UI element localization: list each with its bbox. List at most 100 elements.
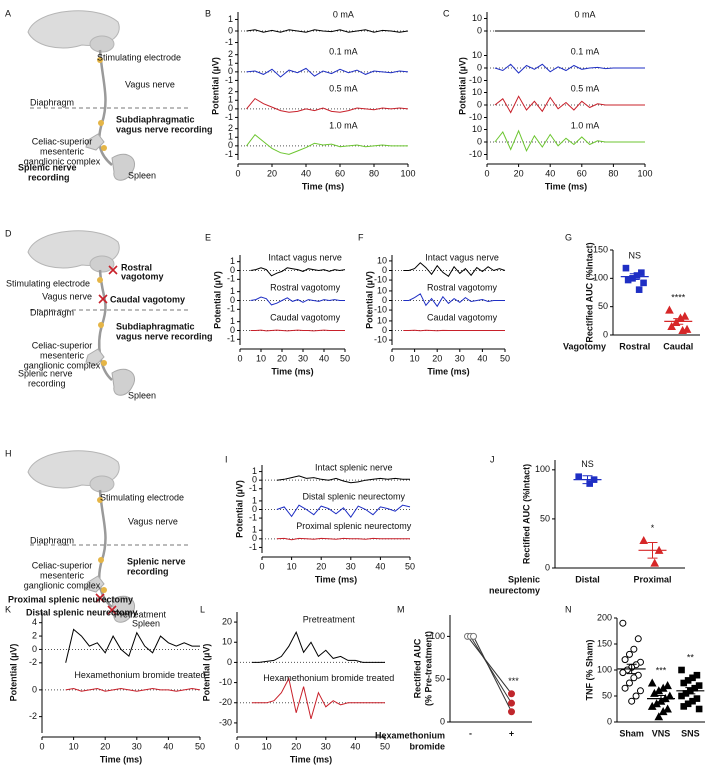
trace — [250, 267, 346, 277]
illustration-label: Splenic nerve — [18, 162, 77, 172]
y-axis-title: Rectified AUC — [412, 638, 422, 698]
trace-label: 1.0 mA — [571, 120, 600, 130]
x-tick-label: 20 — [291, 741, 301, 751]
y-tick-label: 0 — [228, 103, 233, 113]
pair-line — [473, 636, 512, 712]
y-tick-label: -10 — [374, 334, 387, 344]
y-tick-label: 0 — [603, 329, 608, 339]
point — [663, 704, 672, 713]
trace — [276, 504, 411, 519]
illustration-label: ganglionic complex — [24, 580, 101, 590]
x-tick-label: 30 — [455, 353, 465, 363]
cut-mark — [107, 605, 117, 615]
panel-label: I — [225, 454, 228, 464]
y-tick-label: 1 — [230, 286, 235, 296]
illustration-label: Celiac-superior — [32, 136, 93, 146]
y-tick-label: 0 — [477, 25, 482, 35]
y-tick-label: 1 — [230, 316, 235, 326]
trace-label: 0.1 mA — [329, 46, 358, 56]
x-tick-label: 0 — [237, 353, 242, 363]
error-bar — [647, 541, 658, 559]
point — [575, 473, 583, 480]
panel-label: F — [358, 232, 364, 242]
trace — [494, 95, 645, 114]
point — [639, 535, 649, 545]
x-tick-label: 40 — [319, 353, 329, 363]
point — [650, 558, 660, 567]
y-tick-label: 1 — [230, 256, 235, 266]
y-tick-label: 0 — [230, 325, 235, 335]
y-axis-title: Potential (µV) — [457, 57, 467, 115]
ganglion — [85, 133, 105, 151]
point — [634, 635, 642, 643]
y-tick-label: 1 — [228, 132, 233, 142]
illustration-label: Spleen — [128, 170, 156, 180]
point — [621, 684, 629, 692]
x-tick-label: 0 — [234, 741, 239, 751]
y-tick-label: -30 — [219, 717, 232, 727]
ganglion — [85, 348, 105, 366]
illustration-label: Stimulating electrode — [97, 52, 181, 62]
y-tick-label: 0 — [228, 140, 233, 150]
annotation: **** — [671, 292, 686, 302]
illustration-label: ganglionic complex — [24, 156, 101, 166]
cut-mark — [98, 294, 108, 304]
y-tick-label: 1 — [228, 14, 233, 24]
trace — [494, 63, 645, 74]
illustration-label: Splenic nerve — [18, 368, 73, 378]
trace-label: Distal splenic neurectomy — [302, 492, 405, 502]
annotation: ** — [687, 652, 695, 662]
y-axis-title: Potential (µV) — [210, 57, 220, 115]
y-tick-label: 100 — [593, 273, 608, 283]
y-tick-label: -10 — [469, 75, 482, 85]
electrode — [98, 120, 104, 126]
illustration-label: Vagus nerve — [42, 291, 92, 301]
illustration-label: Spleen — [132, 618, 160, 628]
y-tick-label: 0 — [32, 644, 37, 654]
panel-label: N — [565, 604, 572, 614]
trace — [403, 293, 505, 308]
x-tick-label: 20 — [100, 741, 110, 751]
illustration-label: Proximal splenic neurectomy — [8, 594, 133, 604]
y-tick-label: 2 — [228, 49, 233, 59]
y-tick-label: -10 — [469, 112, 482, 122]
point — [636, 687, 644, 695]
x-tick-label: 20 — [316, 561, 326, 571]
x-tick-label: Sham — [619, 728, 644, 738]
y-tick-label: 0 — [32, 684, 37, 694]
point — [619, 619, 627, 627]
point — [695, 705, 703, 713]
electrode — [97, 57, 103, 63]
illustration-label: mesenteric — [40, 350, 85, 360]
y-tick-label: 0 — [440, 716, 445, 726]
illustration-label: Vagus nerve — [125, 79, 175, 89]
illustration-label: recording — [28, 378, 66, 388]
illustration-label: recording — [127, 566, 169, 576]
illustration-label: Diaphragm — [30, 535, 74, 545]
y-tick-label: 2 — [228, 86, 233, 96]
y-tick-label: 50 — [598, 301, 608, 311]
error-bar — [582, 475, 593, 485]
y-tick-label: 2 — [228, 123, 233, 133]
point — [640, 279, 647, 287]
x-tick-label: 20 — [277, 353, 287, 363]
panel-label: D — [5, 228, 12, 238]
y-tick-label: 0 — [607, 716, 612, 726]
x-tick-label: 50 — [500, 353, 510, 363]
point — [650, 688, 659, 697]
x-tick-label: 50 — [195, 741, 205, 751]
group-label: neurectomy — [489, 585, 540, 595]
y-tick-label: 1 — [252, 466, 257, 476]
y-tick-label: -2 — [29, 657, 37, 667]
y-axis-title: TNF (% Sham) — [584, 639, 594, 700]
x-tick-label: 30 — [132, 741, 142, 751]
point — [625, 650, 633, 658]
point — [680, 703, 688, 710]
point — [678, 692, 685, 700]
y-axis-title: Potential (µV) — [364, 271, 374, 329]
y-tick-label: 50 — [540, 513, 550, 523]
y-tick-label: 0 — [228, 25, 233, 35]
y-tick-label: -1 — [249, 483, 257, 493]
y-axis-title: Rectified AUC (%Intact) — [584, 242, 594, 342]
